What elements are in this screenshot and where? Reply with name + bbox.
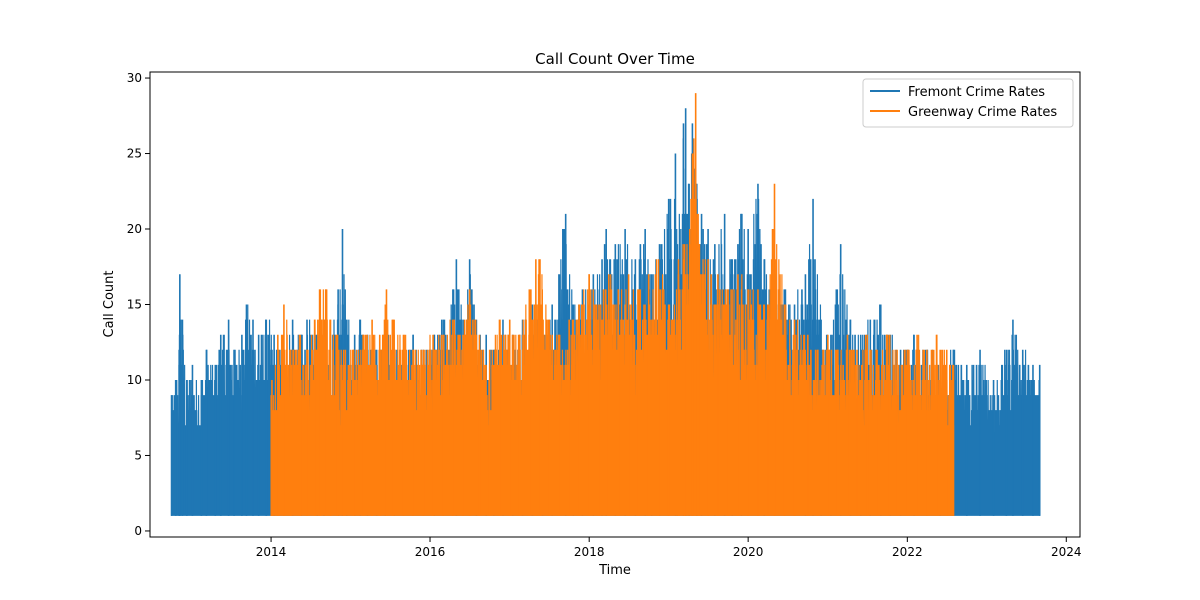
- series-layer: [170, 93, 1041, 516]
- x-tick-label-2024: 2024: [1051, 545, 1082, 559]
- x-tick-label-2022: 2022: [892, 545, 923, 559]
- y-axis-label: Call Count: [102, 270, 117, 337]
- y-tick-label-30: 30: [127, 71, 142, 85]
- y-tick-label-20: 20: [127, 222, 142, 236]
- legend-label-greenway: Greenway Crime Rates: [908, 105, 1057, 120]
- series-fill-1: [270, 138, 955, 516]
- x-tick-label-2016: 2016: [415, 545, 446, 559]
- legend: Fremont Crime Rates Greenway Crime Rates: [862, 78, 1074, 128]
- y-tick-label-5: 5: [134, 448, 142, 462]
- y-axis: 0 5 10 15 20 25 30: [127, 71, 150, 538]
- y-tick-label-25: 25: [127, 147, 142, 161]
- y-tick-label-15: 15: [127, 298, 142, 312]
- legend-frame: [862, 78, 1074, 128]
- chart-title: Call Count Over Time: [535, 50, 695, 68]
- y-tick-label-10: 10: [127, 373, 142, 387]
- x-axis-label: Time: [598, 563, 631, 578]
- y-tick-label-0: 0: [134, 524, 142, 538]
- x-axis: 2014 2016 2018 2020 2022 2024: [256, 537, 1082, 559]
- x-tick-label-2018: 2018: [574, 545, 605, 559]
- legend-label-fremont: Fremont Crime Rates: [908, 85, 1045, 100]
- x-tick-label-2014: 2014: [256, 545, 287, 559]
- x-tick-label-2020: 2020: [733, 545, 764, 559]
